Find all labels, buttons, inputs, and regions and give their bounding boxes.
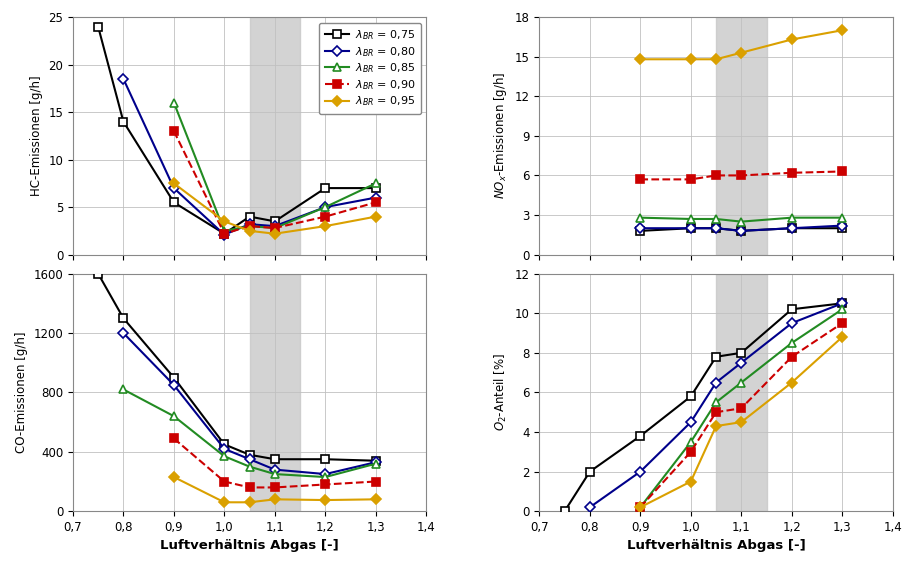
X-axis label: Luftverhältnis Abgas [-]: Luftverhältnis Abgas [-] — [160, 540, 339, 553]
Y-axis label: $NO_x$-Emissionen [g/h]: $NO_x$-Emissionen [g/h] — [492, 72, 509, 199]
Bar — [716, 274, 766, 511]
Y-axis label: HC-Emissionen [g/h]: HC-Emissionen [g/h] — [30, 76, 43, 196]
X-axis label: Luftverhältnis Abgas [-]: Luftverhältnis Abgas [-] — [627, 540, 805, 553]
Bar — [716, 17, 766, 254]
Y-axis label: CO-Emissionen [g/h]: CO-Emissionen [g/h] — [15, 332, 28, 453]
Legend: $\lambda_{BR}$ = 0,75, $\lambda_{BR}$ = 0,80, $\lambda_{BR}$ = 0,85, $\lambda_{B: $\lambda_{BR}$ = 0,75, $\lambda_{BR}$ = … — [319, 23, 421, 114]
Y-axis label: $O_2$-Anteil [%]: $O_2$-Anteil [%] — [493, 353, 509, 432]
Bar — [250, 274, 300, 511]
Bar — [250, 17, 300, 254]
